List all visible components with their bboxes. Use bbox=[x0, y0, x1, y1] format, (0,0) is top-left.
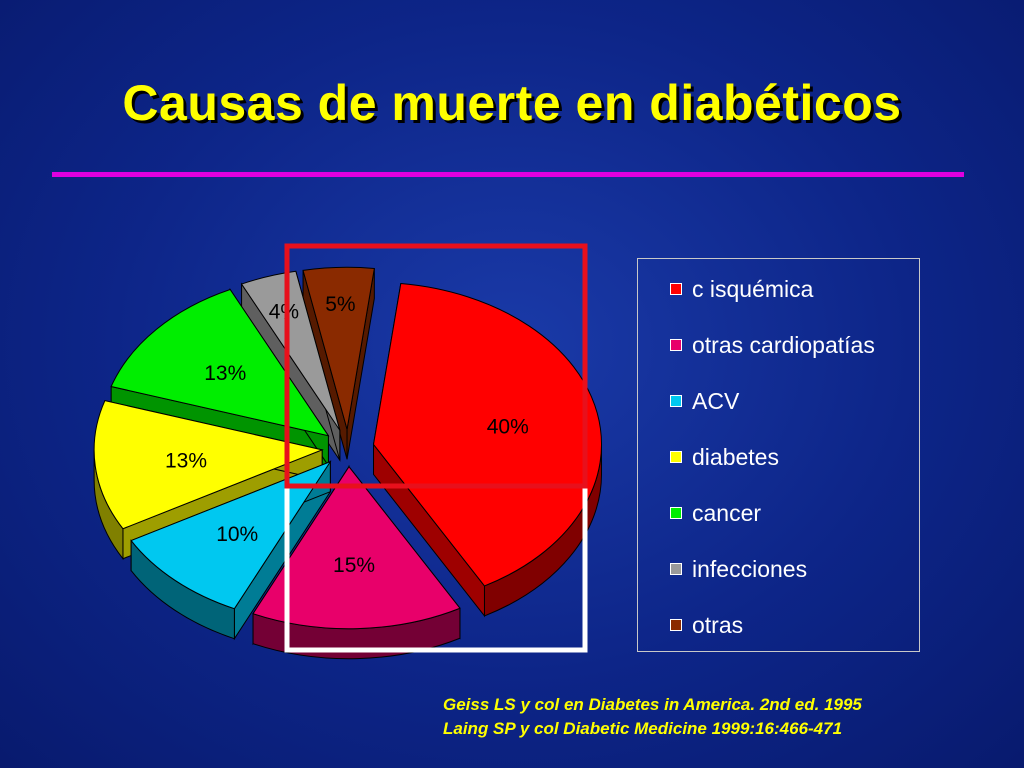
pie-value-label-5: 4% bbox=[269, 300, 299, 323]
chart-legend: c isquémica otras cardiopatías ACV diabetes… bbox=[637, 258, 920, 652]
legend-swatch bbox=[670, 451, 682, 463]
pie-value-label-2: 10% bbox=[216, 523, 258, 546]
pie-slice-top-0 bbox=[372, 283, 602, 587]
pie-slice-0 bbox=[372, 283, 603, 618]
legend-swatch bbox=[670, 619, 682, 631]
legend-swatch bbox=[670, 395, 682, 407]
pie-slice-2 bbox=[130, 460, 332, 641]
legend-swatch bbox=[670, 283, 682, 295]
pie-value-label-6: 5% bbox=[325, 293, 355, 316]
legend-label: ACV bbox=[692, 387, 740, 414]
pie-slice-1 bbox=[252, 465, 461, 660]
pie-slice-top-6 bbox=[302, 266, 375, 430]
legend-swatch bbox=[670, 507, 682, 519]
title-divider bbox=[52, 172, 964, 177]
legend-label: cancer bbox=[692, 499, 762, 526]
legend-item: ACV bbox=[670, 387, 739, 415]
pie-value-label-3: 13% bbox=[165, 450, 207, 473]
legend-swatch bbox=[670, 563, 682, 575]
pie-slice-top-5 bbox=[240, 270, 341, 431]
legend-item: infecciones bbox=[670, 555, 807, 583]
legend-item: cancer bbox=[670, 499, 761, 527]
pie-slice-top-3 bbox=[93, 400, 324, 530]
citation: Geiss LS y col en Diabetes in America. 2… bbox=[443, 693, 862, 741]
pie-value-labels: 40% 15% 10% 13% 13% 4% 5% bbox=[165, 293, 529, 577]
pie-value-label-0: 40% bbox=[487, 416, 529, 439]
pie-slice-top-1 bbox=[252, 465, 461, 630]
pie-slice-6 bbox=[302, 266, 375, 460]
legend-label: otras bbox=[692, 611, 744, 638]
legend-swatch bbox=[670, 339, 682, 351]
pie-value-label-4: 13% bbox=[204, 362, 246, 385]
citation-line-2: Laing SP y col Diabetic Medicine 1999:16… bbox=[443, 719, 843, 738]
pie-slice-top-4 bbox=[110, 288, 330, 437]
highlight-box-red bbox=[284, 243, 588, 489]
slide-title: Causas de muerte en diabéticos bbox=[122, 75, 902, 131]
legend-item: otras cardiopatías bbox=[670, 331, 875, 359]
legend-label: otras cardiopatías bbox=[692, 331, 875, 358]
legend-label: diabetes bbox=[692, 443, 779, 470]
citation-line-1: Geiss LS y col en Diabetes in America. 2… bbox=[443, 695, 862, 714]
legend-item: c isquémica bbox=[670, 275, 813, 303]
pie-value-label-1: 15% bbox=[333, 554, 375, 577]
legend-item: diabetes bbox=[670, 443, 779, 471]
legend-label: infecciones bbox=[692, 555, 808, 582]
legend-item: otras bbox=[670, 611, 743, 639]
pie-slices bbox=[93, 266, 603, 660]
legend-label: c isquémica bbox=[692, 275, 814, 302]
pie-slice-top-2 bbox=[130, 460, 332, 610]
